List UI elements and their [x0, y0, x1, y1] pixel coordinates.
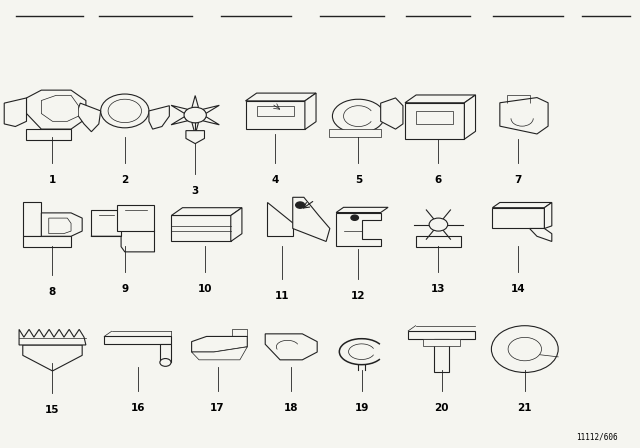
Polygon shape	[192, 122, 198, 134]
Polygon shape	[416, 236, 461, 247]
Text: 13: 13	[431, 284, 445, 294]
Text: 4: 4	[271, 175, 279, 185]
Polygon shape	[405, 95, 476, 103]
Polygon shape	[26, 129, 71, 139]
Circle shape	[492, 326, 558, 372]
Polygon shape	[500, 98, 548, 134]
Polygon shape	[405, 103, 465, 139]
Polygon shape	[160, 344, 171, 362]
Text: 18: 18	[284, 403, 298, 413]
Polygon shape	[381, 98, 403, 129]
Text: 7: 7	[515, 175, 522, 185]
Polygon shape	[23, 345, 82, 371]
Text: 10: 10	[198, 284, 212, 294]
Text: 15: 15	[45, 405, 60, 415]
Polygon shape	[416, 111, 453, 124]
Polygon shape	[149, 106, 170, 129]
Text: 19: 19	[355, 403, 369, 413]
Circle shape	[508, 337, 541, 361]
Polygon shape	[246, 93, 316, 101]
Polygon shape	[104, 336, 171, 344]
Polygon shape	[23, 236, 71, 247]
Polygon shape	[423, 339, 460, 346]
Polygon shape	[23, 202, 42, 236]
Text: 20: 20	[435, 403, 449, 413]
Polygon shape	[492, 202, 552, 208]
Text: 2: 2	[121, 175, 129, 185]
Text: 11112/606: 11112/606	[576, 432, 618, 441]
Polygon shape	[257, 106, 294, 116]
Text: 11: 11	[275, 291, 289, 301]
Text: 14: 14	[511, 284, 525, 294]
Polygon shape	[26, 90, 86, 129]
Polygon shape	[545, 202, 552, 228]
Polygon shape	[231, 208, 242, 241]
Polygon shape	[267, 202, 292, 236]
Text: 17: 17	[211, 403, 225, 413]
Polygon shape	[246, 101, 305, 129]
Polygon shape	[172, 215, 231, 241]
Polygon shape	[42, 213, 82, 236]
Polygon shape	[336, 207, 388, 212]
Polygon shape	[77, 103, 100, 132]
Text: 1: 1	[49, 175, 56, 185]
Polygon shape	[336, 212, 381, 246]
Polygon shape	[4, 98, 26, 126]
Circle shape	[160, 358, 171, 366]
Text: 21: 21	[518, 403, 532, 413]
Polygon shape	[171, 105, 188, 113]
Polygon shape	[19, 329, 86, 345]
Polygon shape	[172, 208, 242, 215]
Polygon shape	[329, 129, 381, 137]
Circle shape	[429, 218, 448, 231]
Polygon shape	[203, 105, 220, 113]
Text: 9: 9	[121, 284, 129, 294]
Polygon shape	[305, 93, 316, 129]
Text: 5: 5	[355, 175, 362, 185]
Polygon shape	[529, 228, 552, 241]
Text: 8: 8	[49, 287, 56, 297]
Polygon shape	[265, 334, 317, 360]
Polygon shape	[191, 347, 247, 360]
Polygon shape	[171, 117, 188, 125]
Polygon shape	[203, 117, 220, 125]
Polygon shape	[92, 210, 121, 236]
Text: 3: 3	[191, 186, 199, 196]
Polygon shape	[186, 131, 205, 144]
Text: 6: 6	[435, 175, 442, 185]
Text: 12: 12	[351, 291, 365, 301]
Text: 16: 16	[131, 403, 145, 413]
Polygon shape	[192, 95, 198, 108]
Polygon shape	[292, 197, 330, 241]
Polygon shape	[117, 205, 154, 231]
Polygon shape	[408, 331, 475, 339]
Polygon shape	[49, 218, 71, 234]
Circle shape	[184, 107, 206, 123]
Circle shape	[100, 94, 149, 128]
Polygon shape	[492, 208, 545, 228]
Polygon shape	[191, 336, 247, 352]
Circle shape	[296, 202, 305, 208]
Polygon shape	[42, 95, 79, 121]
Circle shape	[351, 215, 358, 220]
Circle shape	[108, 99, 141, 123]
Polygon shape	[434, 339, 449, 372]
Polygon shape	[465, 95, 476, 139]
